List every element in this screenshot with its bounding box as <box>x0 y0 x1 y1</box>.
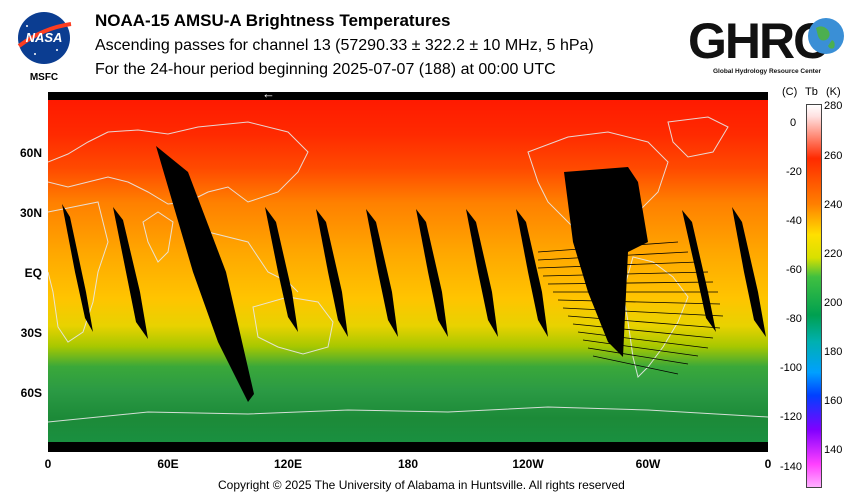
data-gap-swath-10 <box>564 167 648 357</box>
lat-label-60n: 60N <box>19 146 42 160</box>
data-gap-swath-9 <box>516 209 548 337</box>
lat-label-eq: EQ <box>24 266 42 280</box>
ghrc-logo-subtext: Global Hydrology Resource Center <box>713 68 821 75</box>
coastline-south-america <box>622 256 689 378</box>
scan-streak <box>537 241 679 253</box>
scan-streaks <box>537 241 724 375</box>
coastline-india <box>142 211 174 263</box>
colorbar-unit-kelvin: (K) <box>826 86 841 98</box>
lon-label-120w: 120W <box>512 457 544 471</box>
lon-label-60e: 60E <box>157 457 179 471</box>
kelvin-tick-260: 260 <box>824 150 843 162</box>
map-subtitle: Ascending passes for channel 13 (57290.3… <box>95 37 594 54</box>
data-gap-swath-3 <box>156 146 254 402</box>
coastline-australia <box>252 296 334 355</box>
map-period: For the 24-hour period beginning 2025-07… <box>95 61 556 78</box>
nasa-logo: NASA MSFC <box>17 12 72 82</box>
celsius-tick-minus140: -140 <box>780 461 803 473</box>
lon-label-180: 180 <box>397 457 419 471</box>
data-gap-swath-6 <box>366 209 398 337</box>
map-top-band <box>48 92 768 100</box>
scan-streak <box>572 323 714 339</box>
scan-streak <box>582 339 699 357</box>
data-gap-swath-12 <box>732 207 766 337</box>
scan-streak <box>587 347 689 365</box>
colorbar-unit-tb: Tb <box>805 86 818 98</box>
celsius-tick-minus20: -20 <box>786 166 802 178</box>
map-canvas <box>48 92 768 452</box>
data-gap-swath-7 <box>416 209 448 337</box>
coastlines <box>48 116 768 423</box>
scan-streak <box>577 331 709 349</box>
nasa-logo-text: NASA <box>26 30 63 45</box>
celsius-tick-minus60: -60 <box>786 264 802 276</box>
colorbar-unit-celsius: (C) <box>782 86 798 98</box>
data-gap-swath-8 <box>466 209 498 337</box>
kelvin-tick-280: 280 <box>824 100 843 112</box>
lon-label-0-east: 0 <box>764 457 772 471</box>
kelvin-tick-220: 220 <box>824 248 843 260</box>
kelvin-tick-140: 140 <box>824 444 843 456</box>
coastline-antarctica <box>48 406 768 423</box>
coastline-europe-asia <box>48 121 309 205</box>
lat-label-60s: 60S <box>20 386 42 400</box>
kelvin-tick-200: 200 <box>824 297 843 309</box>
kelvin-tick-240: 240 <box>824 199 843 211</box>
lon-label-120e: 120E <box>273 457 303 471</box>
scan-streak <box>562 307 724 317</box>
data-gap-swath-2 <box>113 207 148 339</box>
lon-label-60w: 60W <box>635 457 661 471</box>
kelvin-tick-180: 180 <box>824 346 843 358</box>
map-title: NOAA-15 AMSU-A Brightness Temperatures <box>95 11 451 30</box>
lon-label-0-west: 0 <box>44 457 52 471</box>
scan-streak <box>537 251 689 261</box>
celsius-tick-minus100: -100 <box>780 362 803 374</box>
map-field <box>48 100 768 442</box>
scan-streak <box>537 261 699 269</box>
copyright-notice: Copyright © 2025 The University of Alaba… <box>218 478 625 492</box>
celsius-tick-minus40: -40 <box>786 215 802 227</box>
scan-streak <box>547 281 714 285</box>
coastline-greenland <box>667 116 729 158</box>
map-bottom-band <box>48 442 768 452</box>
brightness-temperature-map: ← <box>48 87 768 452</box>
scan-streak <box>557 299 721 305</box>
colorbar-gradient <box>807 105 821 487</box>
celsius-tick-0: 0 <box>790 117 797 129</box>
lat-label-30s: 30S <box>20 326 42 340</box>
celsius-tick-minus80: -80 <box>786 313 802 325</box>
colorbar <box>806 104 822 488</box>
data-gap-swath-4 <box>265 207 298 332</box>
coastline-africa <box>48 201 109 343</box>
data-gap-swath-11 <box>682 210 716 332</box>
ghrc-logo: GHRC Global Hydrology Resource Center <box>688 13 844 75</box>
scan-streak <box>542 271 709 277</box>
kelvin-tick-160: 160 <box>824 395 843 407</box>
coastline-southeast-asia <box>207 231 299 293</box>
scan-streak <box>592 355 679 375</box>
scan-streak <box>567 315 721 329</box>
lat-label-30n: 30N <box>19 206 42 220</box>
orbit-direction-arrow: ← <box>262 86 275 101</box>
nasa-logo-subtext: MSFC <box>30 72 58 82</box>
data-gap-swath-5 <box>316 209 348 337</box>
ghrc-logo-text: GHRC <box>688 13 828 69</box>
data-gaps <box>62 146 766 402</box>
data-gap-swath-1 <box>62 204 93 332</box>
celsius-tick-minus120: -120 <box>780 411 803 423</box>
